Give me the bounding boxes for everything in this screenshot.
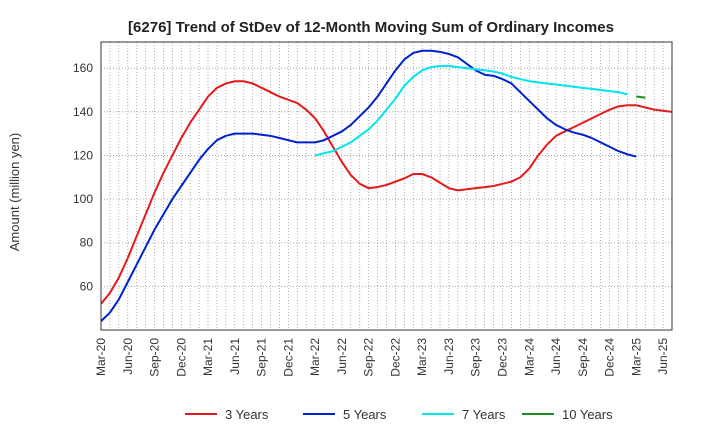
y-tick-label: 120 [73,148,93,162]
legend-label: 7 Years [462,407,506,422]
x-tick-label: Sep-24 [576,338,590,377]
series-line-5-years [100,49,637,322]
series-line-3-years [100,80,673,305]
x-tick-label: Dec-20 [174,338,188,377]
grid [101,42,672,330]
x-tick-label: Mar-20 [94,338,108,376]
x-tick-label: Sep-22 [362,338,376,377]
x-tick-label: Dec-24 [603,338,617,377]
series-lines [100,49,673,322]
y-tick-label: 160 [73,61,93,75]
x-tick-labels: Mar-20 Jun-20 Sep-20 Dec-20 Mar-21 Jun-21 Sep-… [94,338,670,377]
x-tick-label: Jun-23 [442,338,456,375]
y-tick-label: 100 [73,192,93,206]
x-tick-label: Jun-22 [335,338,349,375]
x-tick-label: Mar-23 [415,338,429,376]
x-tick-label: Dec-21 [281,338,295,377]
x-tick-label: Sep-23 [469,338,483,377]
x-tick-label: Sep-20 [148,338,162,377]
x-tick-label: Sep-21 [255,338,269,377]
x-tick-label: Mar-25 [629,338,643,376]
series-line-10-years [636,95,646,99]
legend-label: 5 Years [343,407,387,422]
plot-frame [100,41,673,331]
x-tick-label: Jun-24 [549,338,563,375]
x-tick-label: Jun-25 [656,338,670,375]
y-tick-labels: 60 80 100 120 140 160 [73,61,93,293]
series-line-7-years [314,65,628,157]
x-tick-label: Mar-21 [201,338,215,376]
legend-label: 10 Years [562,407,613,422]
y-tick-label: 80 [80,236,94,250]
x-tick-label: Mar-22 [308,338,322,376]
chart-title: [6276] Trend of StDev of 12-Month Moving… [128,19,614,36]
x-tick-label: Mar-24 [522,338,536,376]
x-tick-label: Jun-20 [121,338,135,375]
x-tick-label: Dec-23 [495,338,509,377]
legend-label: 3 Years [225,407,269,422]
x-tick-label: Jun-21 [228,338,242,375]
legend: 3 Years 5 Years 7 Years 10 Years [185,407,613,422]
y-axis-label: Amount (million yen) [7,133,22,252]
x-tick-label: Dec-22 [388,338,402,377]
y-tick-label: 140 [73,105,93,119]
y-tick-label: 60 [80,279,94,293]
